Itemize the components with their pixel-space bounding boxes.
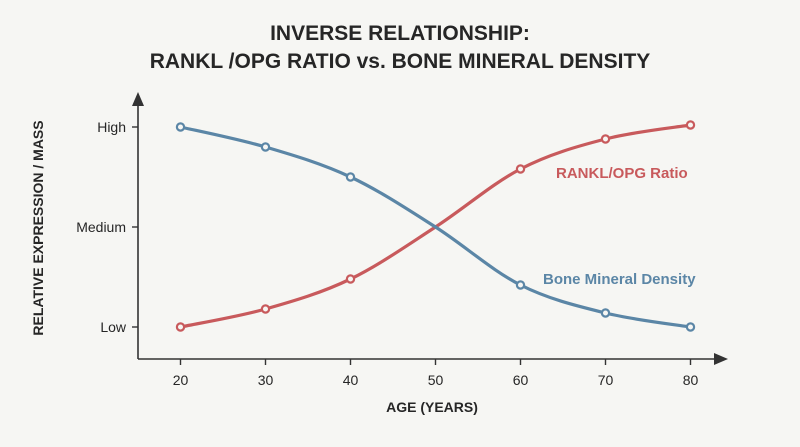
data-point — [600, 308, 611, 318]
x-tick-label: 20 — [173, 372, 189, 388]
data-point — [260, 304, 271, 314]
y-tick-label: High — [97, 119, 126, 135]
x-tick-label: 80 — [683, 372, 699, 388]
y-axis: Low Medium High — [76, 92, 144, 359]
x-axis-title: AGE (YEARS) — [386, 399, 478, 415]
x-tick-label: 60 — [513, 372, 529, 388]
series-line-bone-mineral-density — [178, 125, 693, 329]
y-tick-label: Medium — [76, 219, 126, 235]
data-point — [175, 322, 186, 332]
x-tick-label: 40 — [343, 372, 359, 388]
x-axis: 20 30 40 50 60 70 80 — [138, 353, 728, 388]
y-axis-title: RELATIVE EXPRESSION / MASS — [30, 120, 46, 335]
x-tick-label: 30 — [258, 372, 274, 388]
data-point — [175, 122, 186, 132]
x-tick-label: 70 — [598, 372, 614, 388]
chart-title: INVERSE RELATIONSHIP: — [270, 22, 530, 45]
data-point — [515, 164, 526, 174]
y-axis-arrowhead — [132, 92, 144, 106]
data-point — [685, 322, 696, 332]
data-point — [345, 172, 356, 182]
series-layer — [175, 120, 696, 332]
data-point — [600, 134, 611, 144]
data-point — [260, 142, 271, 152]
y-tick-label: Low — [100, 319, 127, 335]
series-bone-mineral-density — [175, 122, 696, 332]
data-point — [515, 280, 526, 290]
series-label-bone-mineral-density: Bone Mineral Density — [543, 271, 696, 288]
chart-subtitle: RANKL /OPG RATIO vs. BONE MINERAL DENSIT… — [150, 50, 651, 73]
data-point — [345, 274, 356, 284]
series-label-rankl-opg-ratio: RANKL/OPG Ratio — [556, 165, 688, 182]
x-tick-label: 50 — [428, 372, 444, 388]
x-axis-arrowhead — [714, 353, 728, 365]
data-point — [685, 120, 696, 130]
